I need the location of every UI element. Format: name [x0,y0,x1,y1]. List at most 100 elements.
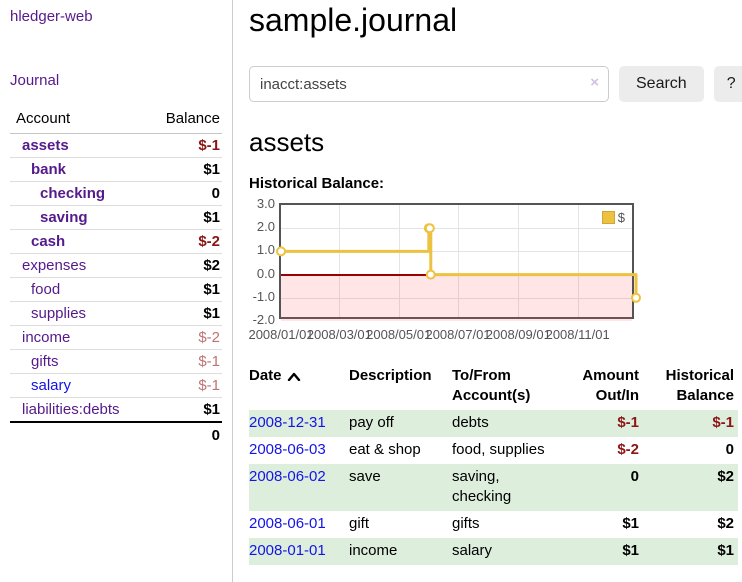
transaction-accounts: salary [452,542,493,559]
account-link-cash[interactable]: cash [31,233,66,250]
account-balance: 0 [145,181,222,206]
gridline [281,228,632,230]
chart-plot-area: $ [276,203,641,321]
account-row: expenses $2 [10,253,222,278]
accounts-col-account: Account [10,108,146,134]
transaction-accounts: debts [452,414,489,431]
y-axis-tick: 0.0 [256,265,275,281]
clear-search-icon[interactable]: × [590,74,599,91]
transaction-date-link[interactable]: 2008-06-01 [249,515,326,532]
register-col-amount: Amount Out/In [582,367,639,404]
sidebar: hledger-web Journal Account Balance asse… [0,0,233,582]
account-link-food[interactable]: food [31,281,61,298]
account-balance: $-2 [145,229,222,254]
register-row: 2008-12-31 pay off debts $-1 $-1 [249,410,738,437]
legend-label: $ [617,210,625,225]
transaction-date-link[interactable]: 2008-01-01 [249,542,326,559]
transaction-balance: $1 [643,538,738,565]
register-col-accounts: To/From Account(s) [452,367,531,404]
account-row: cash $-2 [10,229,222,254]
transaction-description: eat & shop [349,441,421,458]
chart-legend: $ [599,209,627,226]
account-link-expenses[interactable]: expenses [22,257,87,274]
account-balance: $-1 [145,349,222,374]
account-balance: $2 [145,253,222,278]
register-row: 2008-06-01 gift gifts $1 $2 [249,511,738,538]
register-row: 2008-06-03 eat & shop food, supplies $-2 0 [249,437,738,464]
account-link-gifts[interactable]: gifts [31,353,59,370]
data-point-marker [425,269,436,280]
account-link-bank[interactable]: bank [31,161,67,178]
chart-heading: Historical Balance: [249,175,385,192]
search-bar: × Search ? [249,66,742,102]
account-row: saving $1 [10,205,222,230]
accounts-table: Account Balance assets $-1 bank $1 checking 0… [10,108,222,447]
data-point-marker [276,246,286,257]
transaction-description: income [349,538,452,565]
page-title: sample.journal [249,2,458,38]
gridline [458,205,459,317]
transaction-balance: $-1 [643,410,738,437]
transaction-date-link[interactable]: 2008-06-03 [249,441,326,458]
account-balance: $1 [145,157,222,182]
account-row: food $1 [10,277,222,302]
gridline [281,251,632,253]
x-axis-tick: 2008/09/01 [485,327,551,342]
transaction-description: gift [349,515,370,532]
transaction-balance: $2 [643,464,738,511]
account-title: assets [249,127,325,157]
accounts-total-value: 0 [145,421,222,447]
x-axis-tick: 2008/07/01 [425,327,491,342]
transaction-date-link[interactable]: 2008-12-31 [249,414,326,431]
y-axis-tick: -2.0 [252,312,275,327]
account-row: income $-2 [10,325,222,350]
transaction-amount: 0 [568,464,643,511]
data-point-marker [631,292,641,303]
account-link-saving[interactable]: saving [40,209,88,226]
gridline [577,205,579,317]
transaction-accounts: saving, checking [452,468,512,505]
transaction-accounts: food, supplies [452,441,545,458]
search-input[interactable] [249,66,609,102]
account-balance: $1 [145,277,222,302]
x-axis-tick: 2008/05/01 [366,327,432,342]
help-button[interactable]: ? [713,66,742,102]
account-link-salary[interactable]: salary [31,377,72,394]
data-point-marker [424,223,435,234]
account-row: supplies $1 [10,301,222,326]
account-link-checking[interactable]: checking [40,185,106,202]
register-row: 2008-01-01 income salary $1 $1 [249,538,738,565]
legend-swatch [601,211,615,224]
register-col-date[interactable]: Date [249,364,349,410]
account-balance: $-1 [145,133,222,158]
register-col-balance: Historical Balance [665,367,734,404]
account-row: gifts $-1 [10,349,222,374]
account-row: liabilities:debts $1 [10,397,222,423]
negative-region [281,274,632,321]
y-axis-tick: 3.0 [256,196,275,211]
y-axis-tick: 2.0 [256,219,275,235]
account-balance: $-2 [145,325,222,350]
y-axis-tick: -1.0 [252,288,275,304]
transaction-description: pay off [349,410,452,437]
x-axis-tick: 2008/03/01 [306,327,372,342]
transaction-date-link[interactable]: 2008-06-02 [249,468,326,485]
y-axis-tick: 1.0 [256,242,275,258]
x-axis-tick: 2008/11/01 [545,327,610,342]
gridline [518,205,520,317]
balance-series-line [276,223,641,303]
main-content: sample.journal × Search ? assets Histori… [233,0,742,582]
account-row: salary $-1 [10,373,222,398]
account-link-income[interactable]: income [22,329,71,346]
sidebar-item-journal[interactable]: Journal [10,72,60,89]
transaction-balance: 0 [725,441,734,458]
account-link-assets[interactable]: assets [22,137,69,154]
account-balance: $1 [145,205,222,230]
account-link-liabilities-debts[interactable]: liabilities:debts [22,401,120,418]
account-link-supplies[interactable]: supplies [31,305,87,322]
gridline [339,205,341,317]
transaction-accounts: gifts [452,515,480,532]
account-row: bank $1 [10,157,222,182]
search-button[interactable]: Search [619,66,704,102]
